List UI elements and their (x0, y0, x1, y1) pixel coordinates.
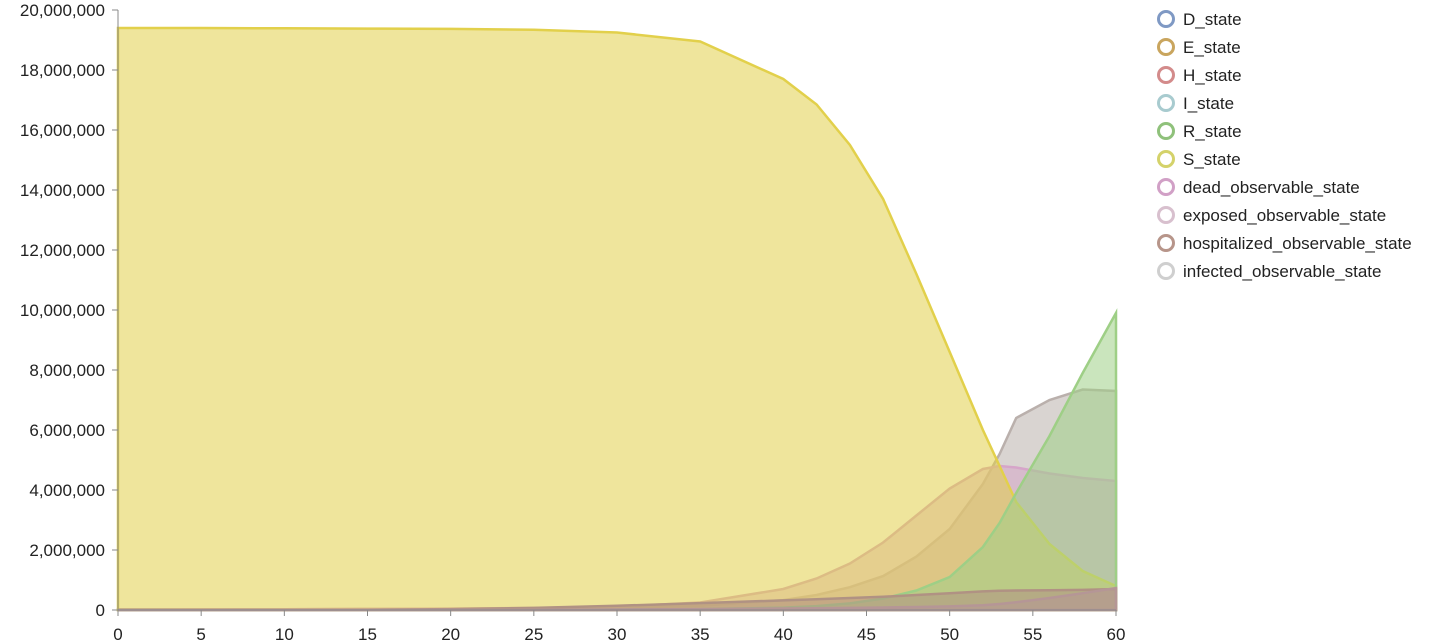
y-tick-label: 2,000,000 (29, 541, 105, 560)
legend-symbol-icon (1157, 206, 1175, 224)
y-tick-label: 10,000,000 (20, 301, 105, 320)
legend-label: E_state (1183, 38, 1241, 57)
legend-label: R_state (1183, 122, 1242, 141)
x-tick-label: 55 (1023, 625, 1042, 644)
legend-label: exposed_observable_state (1183, 206, 1386, 225)
y-tick-label: 8,000,000 (29, 361, 105, 380)
legend-symbol-icon (1157, 94, 1175, 112)
y-tick-label: 0 (96, 601, 105, 620)
legend-label: D_state (1183, 10, 1242, 29)
y-tick-label: 6,000,000 (29, 421, 105, 440)
legend-label: S_state (1183, 150, 1241, 169)
legend-symbol-icon (1157, 38, 1175, 56)
x-tick-label: 25 (524, 625, 543, 644)
y-tick-label: 14,000,000 (20, 181, 105, 200)
legend-item-i-state[interactable]: I_state (1157, 94, 1235, 113)
x-tick-label: 45 (857, 625, 876, 644)
legend-symbol-icon (1157, 178, 1175, 196)
x-tick-label: 10 (275, 625, 294, 644)
legend-symbol-icon (1157, 66, 1175, 84)
x-tick-label: 30 (608, 625, 627, 644)
legend-symbol-icon (1157, 150, 1175, 168)
legend-item-dead-observable-state[interactable]: dead_observable_state (1157, 178, 1360, 197)
legend-label: hospitalized_observable_state (1183, 234, 1412, 253)
legend-item-h-state[interactable]: H_state (1157, 66, 1242, 85)
legend-item-r-state[interactable]: R_state (1157, 122, 1242, 141)
legend-item-e-state[interactable]: E_state (1157, 38, 1241, 57)
legend-item-s-state[interactable]: S_state (1157, 150, 1241, 169)
legend-symbol-icon (1157, 262, 1175, 280)
legend-label: dead_observable_state (1183, 178, 1360, 197)
x-tick-label: 15 (358, 625, 377, 644)
y-tick-label: 20,000,000 (20, 1, 105, 20)
legend-item-hospitalized-observable-state[interactable]: hospitalized_observable_state (1157, 234, 1412, 253)
axes: 0 2,000,000 4,000,000 6,000,000 8,000,000 10,… (20, 1, 1126, 644)
x-tick-label: 60 (1107, 625, 1126, 644)
y-tick-label: 12,000,000 (20, 241, 105, 260)
legend-symbol-icon (1157, 234, 1175, 252)
y-tick-label: 16,000,000 (20, 121, 105, 140)
x-tick-label: 20 (441, 625, 460, 644)
legend-item-d-state[interactable]: D_state (1157, 10, 1242, 29)
legend-symbol-icon (1157, 10, 1175, 28)
legend: D_state E_state H_state I_state R_state S_sta… (1157, 10, 1412, 281)
series-area-s-state (116, 26, 1118, 612)
x-tick-label: 5 (196, 625, 205, 644)
x-tick-label: 40 (774, 625, 793, 644)
series-areas (116, 26, 1118, 612)
legend-label: infected_observable_state (1183, 262, 1381, 281)
legend-item-infected-observable-state[interactable]: infected_observable_state (1157, 262, 1382, 281)
x-tick-label: 35 (691, 625, 710, 644)
y-tick-label: 18,000,000 (20, 61, 105, 80)
y-tick-label: 4,000,000 (29, 481, 105, 500)
legend-label: H_state (1183, 66, 1242, 85)
x-tick-label: 0 (113, 625, 122, 644)
legend-item-exposed-observable-state[interactable]: exposed_observable_state (1157, 206, 1387, 225)
legend-label: I_state (1183, 94, 1234, 113)
x-tick-label: 50 (940, 625, 959, 644)
legend-symbol-icon (1157, 122, 1175, 140)
